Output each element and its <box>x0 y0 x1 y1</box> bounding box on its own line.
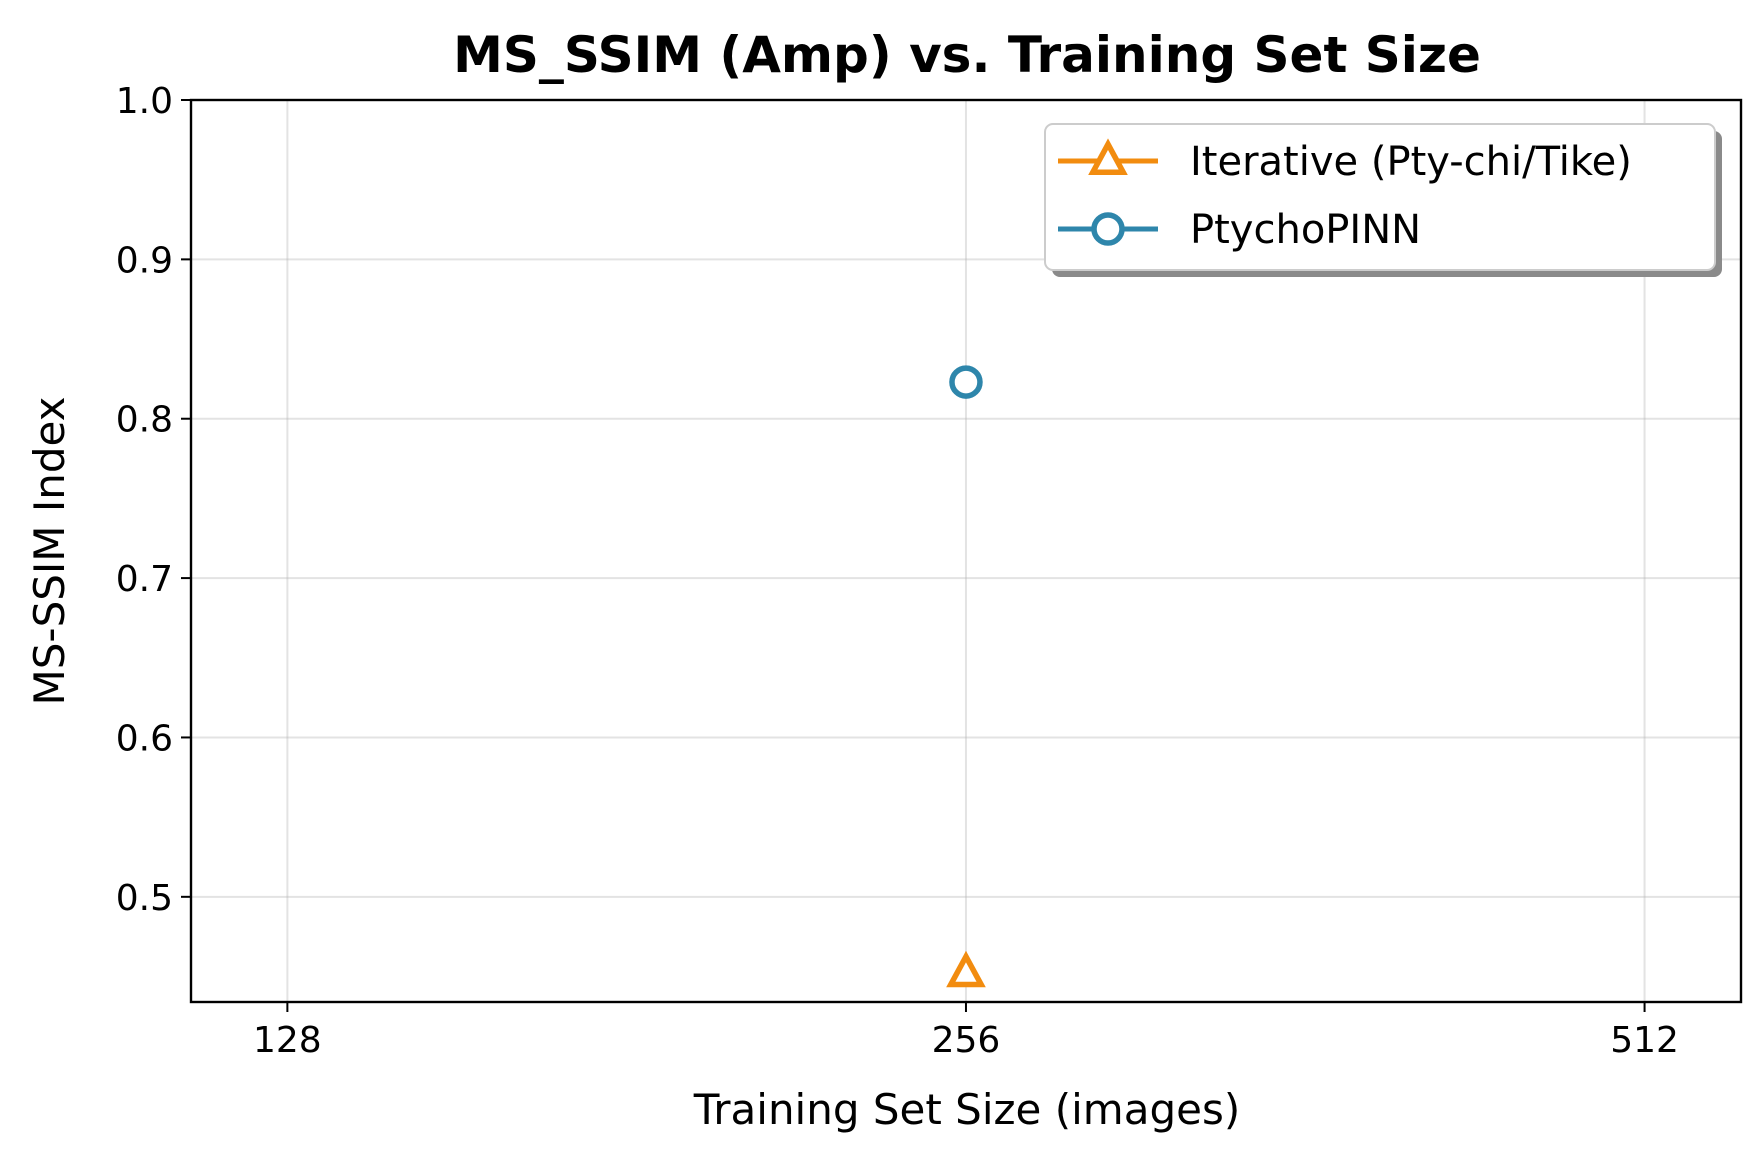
x-tick-label: 128 <box>253 1020 322 1061</box>
legend-marker <box>1091 212 1125 246</box>
y-tick-label: 0.9 <box>116 240 173 281</box>
y-axis-label: MS-SSIM Index <box>25 397 74 706</box>
legend-entry-label: Iterative (Pty-chi/Tike) <box>1190 139 1632 185</box>
data-point <box>949 365 983 399</box>
y-tick-label: 0.8 <box>116 400 173 441</box>
chart-title: MS_SSIM (Amp) vs. Training Set Size <box>453 26 1481 84</box>
y-tick-label: 0.5 <box>116 878 173 919</box>
y-tick-label: 0.6 <box>116 718 173 759</box>
x-tick-label: 512 <box>1610 1020 1679 1061</box>
y-tick-label: 0.7 <box>116 559 173 600</box>
legend-box <box>1044 123 1716 271</box>
legend: Iterative (Pty-chi/Tike) PtychoPINN <box>1044 123 1722 277</box>
y-tick-label: 1.0 <box>116 81 173 122</box>
legend-marker <box>1088 138 1128 175</box>
x-axis-label: Training Set Size (images) <box>693 1085 1240 1134</box>
y-axis-ticks: 0.5 0.6 0.7 0.8 0.9 1.0 <box>116 81 191 919</box>
legend-entry-label: PtychoPINN <box>1190 207 1421 253</box>
data-point <box>946 950 986 988</box>
data-marks <box>946 365 986 988</box>
x-axis-ticks: 128 256 512 <box>253 1002 1679 1061</box>
x-tick-label: 256 <box>932 1020 1001 1061</box>
